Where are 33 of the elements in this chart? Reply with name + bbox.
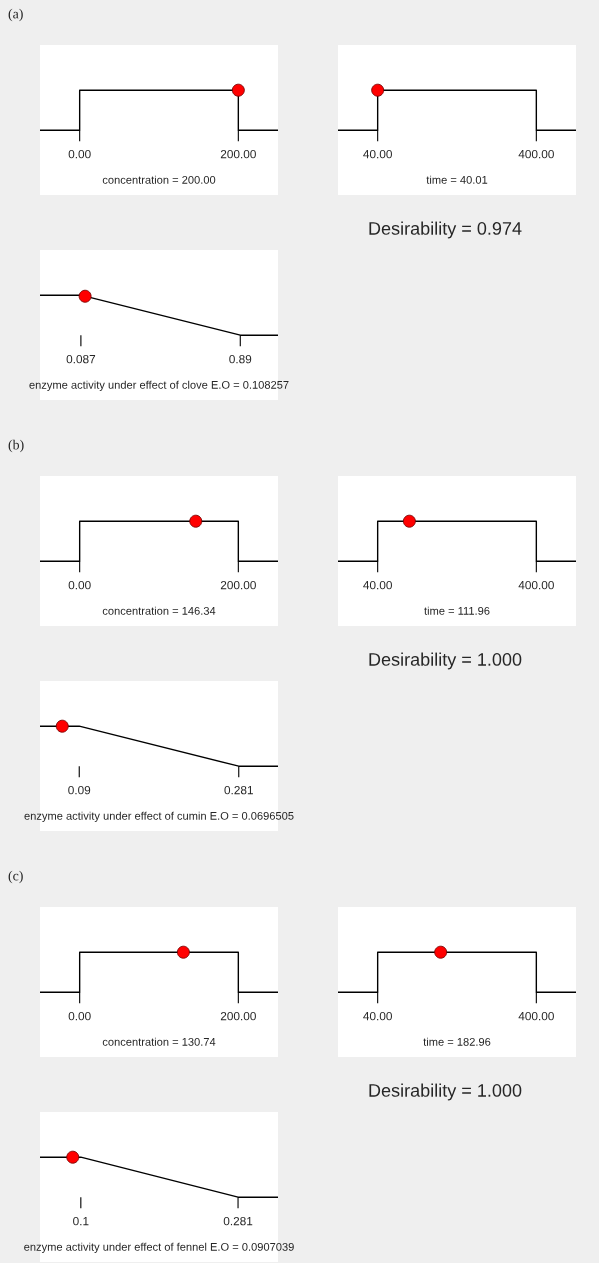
x-tick-label: 0.087	[66, 354, 96, 364]
x-axis-title: enzyme activity under effect of fennel E.O = 0.0907039	[24, 1242, 294, 1253]
x-tick-label: 40.00	[363, 1011, 392, 1021]
x-tick-label: 400.00	[518, 149, 554, 159]
text: (b)	[8, 439, 24, 453]
x-tick-label: 40.00	[363, 149, 392, 159]
x-axis-title: time = 182.96	[423, 1037, 491, 1046]
x-axis-title: enzyme activity under effect of cumin E.O = 0.0696505	[24, 811, 294, 822]
x-tick-label: 0.00	[68, 580, 91, 590]
x-axis-title: enzyme activity under effect of clove E.O = 0.108257	[29, 380, 289, 391]
text: Desirability = 1.000	[369, 652, 522, 670]
x-tick-label: 0.09	[68, 785, 91, 795]
x-tick-label: 0.00	[68, 1011, 91, 1021]
x-tick-label: 200.00	[220, 580, 256, 590]
x-tick-label: 400.00	[518, 1011, 554, 1021]
x-tick-label: 0.281	[224, 785, 253, 795]
x-axis-title: concentration = 146.34	[102, 606, 216, 615]
x-tick-label: 400.00	[518, 580, 554, 590]
text: Desirability = 0.974	[369, 221, 522, 239]
text: Desirability = 1.000	[369, 1083, 522, 1101]
x-axis-title: time = 111.96	[424, 606, 490, 615]
x-axis-title: time = 40.01	[426, 175, 488, 184]
x-tick-label: 0.281	[223, 1216, 253, 1226]
text: (a)	[8, 8, 23, 22]
x-tick-label: 0.1	[73, 1216, 89, 1226]
x-tick-label: 200.00	[220, 1011, 256, 1021]
text: (c)	[8, 870, 23, 884]
x-tick-label: 0.89	[229, 354, 252, 364]
x-tick-label: 40.00	[363, 580, 392, 590]
x-axis-title: concentration = 200.00	[102, 175, 216, 184]
x-axis-title: concentration = 130.74	[102, 1037, 216, 1046]
x-tick-label: 0.00	[68, 149, 91, 159]
x-tick-label: 200.00	[220, 149, 256, 159]
